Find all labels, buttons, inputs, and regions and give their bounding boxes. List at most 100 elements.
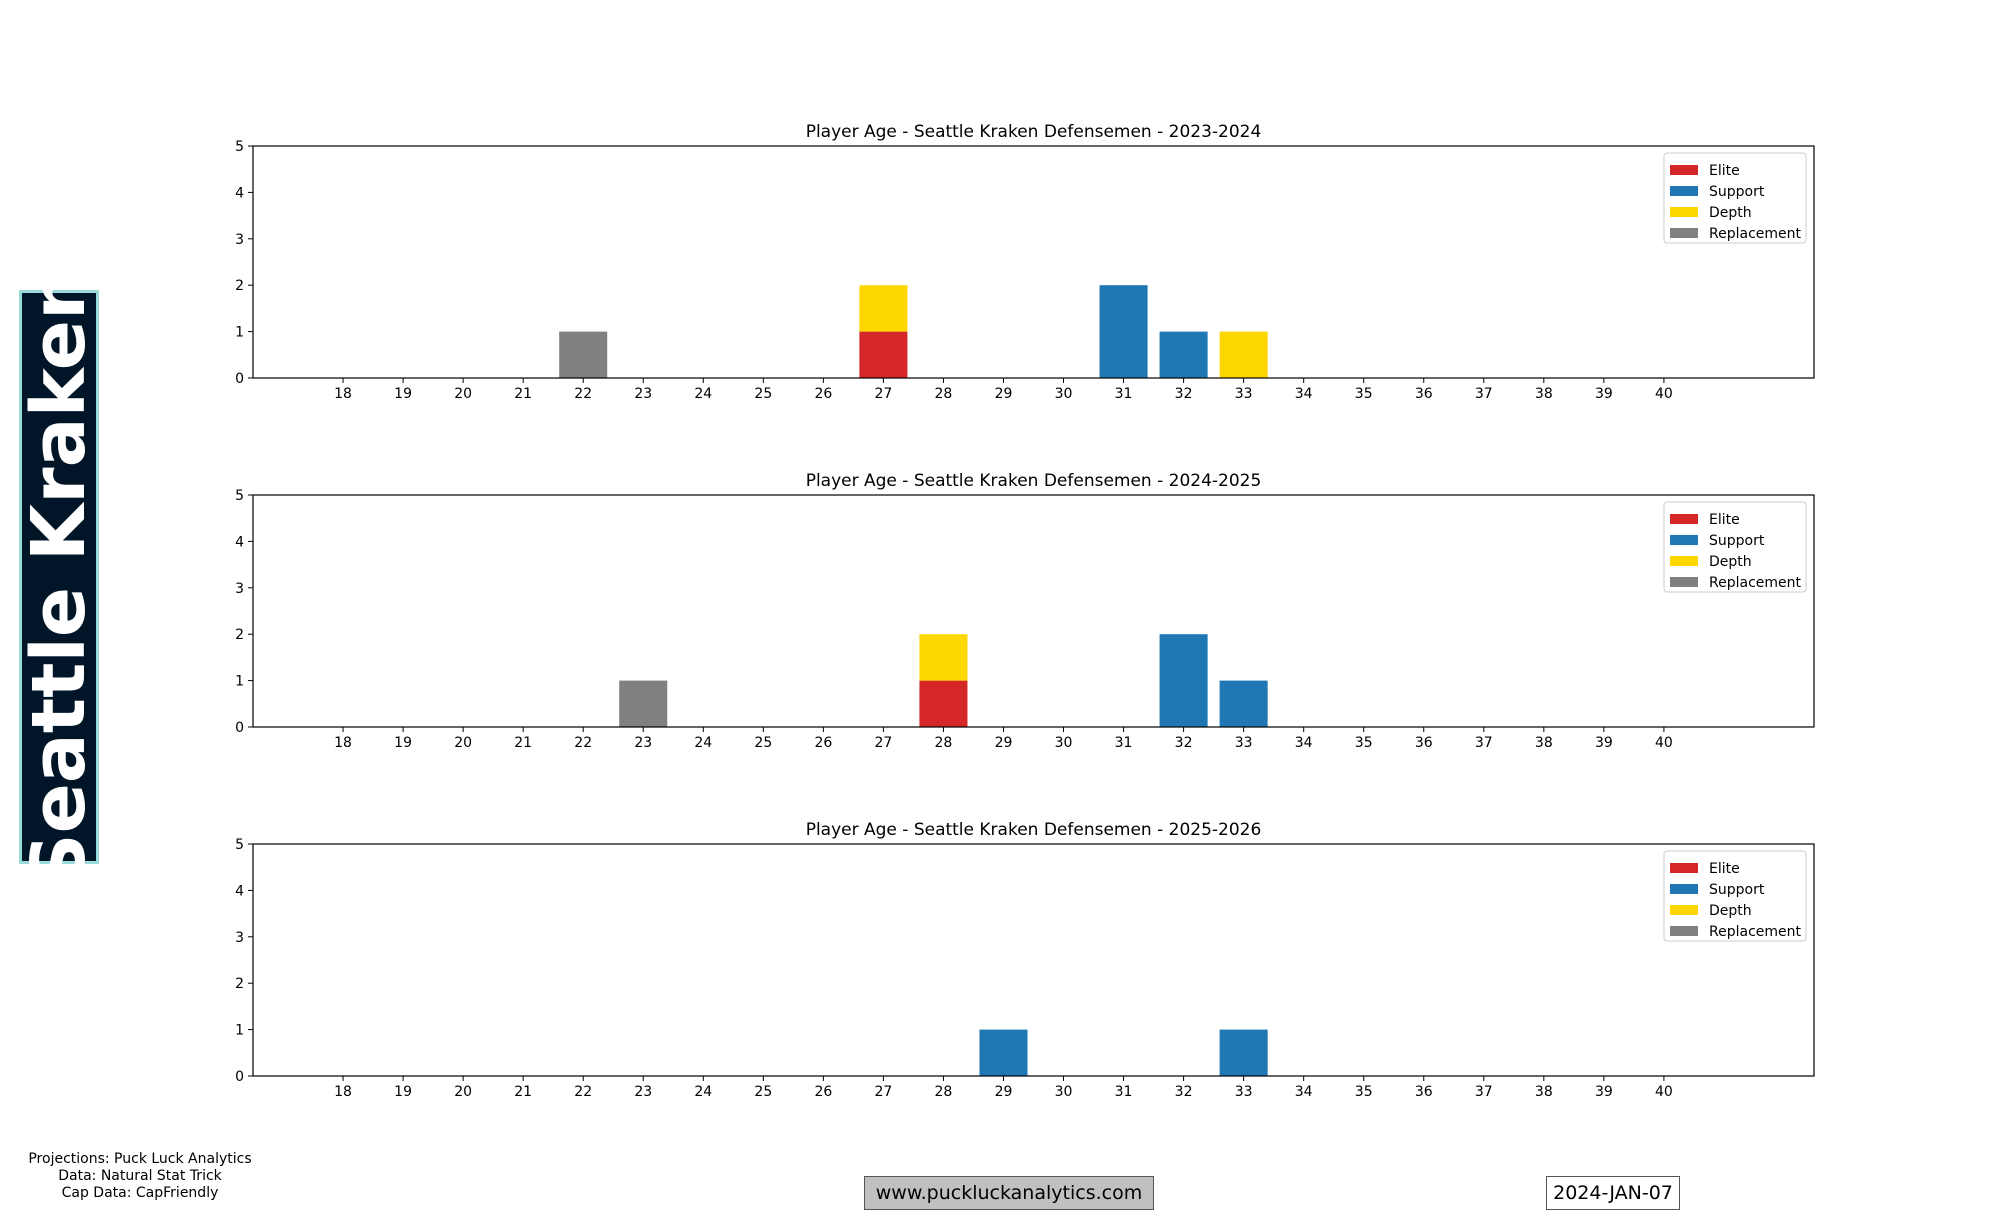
x-tick-label: 31 (1115, 735, 1133, 751)
x-tick-label: 23 (634, 1084, 652, 1100)
legend-box (1663, 501, 1807, 593)
credits: Projections: Puck Luck Analytics Data: N… (20, 1151, 260, 1202)
x-tick-label: 32 (1175, 386, 1193, 402)
y-tick-label: 4 (235, 883, 244, 899)
bar-support-age-32 (1159, 634, 1208, 727)
x-tick-label: 34 (1295, 386, 1313, 402)
y-tick-label: 0 (235, 1069, 244, 1085)
x-tick-label: 40 (1655, 735, 1673, 751)
y-tick-label: 0 (235, 720, 244, 736)
legend-label-depth: Depth (1709, 205, 1752, 221)
website-label: www.puckluckanalytics.com (864, 1176, 1154, 1210)
credit-projections: Projections: Puck Luck Analytics (28, 1151, 252, 1167)
y-tick-label: 5 (235, 488, 244, 504)
x-tick-label: 36 (1415, 386, 1433, 402)
x-tick-label: 25 (754, 1084, 772, 1100)
legend-swatch-support (1670, 535, 1698, 545)
chart-title: Player Age - Seattle Kraken Defensemen -… (806, 471, 1262, 491)
x-tick-label: 22 (574, 735, 592, 751)
x-tick-label: 38 (1535, 735, 1553, 751)
x-tick-label: 37 (1475, 735, 1493, 751)
bar-elite-age-28 (919, 680, 968, 727)
bar-depth-age-33 (1219, 331, 1268, 378)
date-label: 2024-JAN-07 (1546, 1176, 1680, 1210)
legend-swatch-depth (1670, 905, 1698, 915)
y-tick-label: 2 (235, 278, 244, 294)
y-tick-label: 1 (235, 1023, 244, 1039)
legend-label-support: Support (1709, 882, 1765, 898)
x-tick-label: 24 (694, 386, 712, 402)
y-tick-label: 3 (235, 581, 244, 597)
y-tick-label: 4 (235, 534, 244, 550)
bar-replacement-age-22 (559, 331, 608, 378)
x-tick-label: 22 (574, 1084, 592, 1100)
x-tick-label: 32 (1175, 1084, 1193, 1100)
x-tick-label: 39 (1595, 735, 1613, 751)
x-tick-label: 25 (754, 386, 772, 402)
x-tick-label: 28 (935, 1084, 953, 1100)
legend-swatch-elite (1670, 514, 1698, 524)
y-tick-label: 1 (235, 325, 244, 341)
x-tick-label: 18 (334, 735, 352, 751)
team-banner: Seattle Kraken (16, 267, 102, 886)
y-tick-label: 4 (235, 185, 244, 201)
x-tick-label: 39 (1595, 386, 1613, 402)
x-tick-label: 26 (814, 1084, 832, 1100)
bar-support-age-33 (1219, 1029, 1268, 1076)
x-tick-label: 21 (514, 1084, 532, 1100)
x-tick-label: 23 (634, 386, 652, 402)
x-tick-label: 24 (694, 1084, 712, 1100)
bar-elite-age-27 (859, 331, 908, 378)
x-tick-label: 27 (874, 735, 892, 751)
chart-panel-3: Player Age - Seattle Kraken Defensemen -… (235, 820, 1815, 1100)
credit-data: Data: Natural Stat Trick (58, 1168, 222, 1184)
x-tick-label: 36 (1415, 1084, 1433, 1100)
x-tick-label: 30 (1055, 386, 1073, 402)
legend-swatch-replacement (1670, 228, 1698, 238)
x-tick-label: 38 (1535, 386, 1553, 402)
x-tick-label: 40 (1655, 1084, 1673, 1100)
x-tick-label: 19 (394, 1084, 412, 1100)
x-tick-label: 26 (814, 386, 832, 402)
x-tick-label: 31 (1115, 386, 1133, 402)
legend-label-replacement: Replacement (1709, 226, 1802, 242)
bar-depth-age-28 (919, 634, 968, 681)
x-tick-label: 33 (1235, 386, 1253, 402)
x-tick-label: 37 (1475, 1084, 1493, 1100)
axes-frame (252, 494, 1815, 728)
x-tick-label: 19 (394, 386, 412, 402)
x-tick-label: 28 (935, 386, 953, 402)
legend-label-elite: Elite (1709, 512, 1740, 528)
x-tick-label: 32 (1175, 735, 1193, 751)
legend-label-depth: Depth (1709, 903, 1752, 919)
legend-label-depth: Depth (1709, 554, 1752, 570)
legend-label-replacement: Replacement (1709, 924, 1802, 940)
x-tick-label: 40 (1655, 386, 1673, 402)
legend-swatch-depth (1670, 556, 1698, 566)
x-tick-label: 30 (1055, 735, 1073, 751)
x-tick-label: 18 (334, 1084, 352, 1100)
x-tick-label: 36 (1415, 735, 1433, 751)
x-tick-label: 29 (995, 735, 1013, 751)
legend: Elite Support Depth Replacement (1663, 850, 1807, 942)
bar-support-age-33 (1219, 680, 1268, 727)
legend-box (1663, 152, 1807, 244)
x-tick-label: 27 (874, 386, 892, 402)
legend: Elite Support Depth Replacement (1663, 501, 1807, 593)
axes-frame (252, 145, 1815, 379)
x-tick-label: 21 (514, 735, 532, 751)
x-tick-label: 31 (1115, 1084, 1133, 1100)
x-tick-label: 22 (574, 386, 592, 402)
chart-panel-1: Player Age - Seattle Kraken Defensemen -… (235, 122, 1815, 402)
y-tick-label: 0 (235, 371, 244, 387)
bar-depth-age-27 (859, 285, 908, 332)
x-tick-label: 19 (394, 735, 412, 751)
legend-swatch-replacement (1670, 577, 1698, 587)
x-tick-label: 34 (1295, 1084, 1313, 1100)
x-tick-label: 38 (1535, 1084, 1553, 1100)
legend-label-support: Support (1709, 533, 1765, 549)
bar-support-age-31 (1099, 285, 1148, 378)
legend-swatch-support (1670, 884, 1698, 894)
legend-swatch-replacement (1670, 926, 1698, 936)
